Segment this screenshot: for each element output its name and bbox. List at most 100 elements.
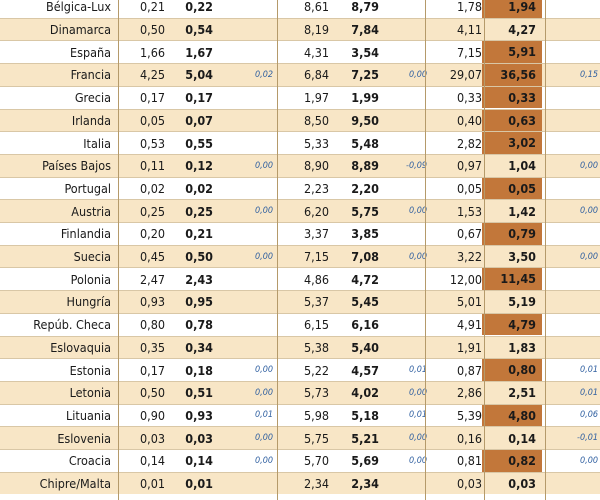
value-cell: 1,53	[456, 203, 482, 219]
value-cell: 12,00	[449, 271, 482, 287]
change-cell: 0,01	[408, 410, 427, 421]
value-cell-bold: 5,19	[508, 294, 536, 310]
change-cell: 0,00	[408, 251, 427, 262]
value-cell-bold: 7,25	[351, 67, 379, 83]
change-cell: 0,01	[579, 365, 598, 376]
change-cell: 0,00	[579, 160, 598, 171]
value-cell: 0,97	[456, 158, 482, 174]
value-cell-bold: 7,08	[351, 249, 379, 265]
country-cell: Letonia	[69, 385, 111, 401]
value-cell: 0,67	[456, 226, 482, 242]
country-cell: Italia	[83, 135, 111, 151]
value-cell-bold: 0,14	[508, 430, 536, 446]
value-cell-bold: 7,84	[351, 22, 379, 38]
change-cell: 0,00	[579, 206, 598, 217]
change-cell: 0,00	[408, 387, 427, 398]
value-cell-bold: 0,34	[185, 339, 213, 355]
value-cell: 2,23	[303, 180, 329, 196]
column-divider	[425, 0, 426, 500]
country-cell: Bélgica-Lux	[46, 0, 111, 15]
value-cell: 2,86	[456, 385, 482, 401]
value-cell-bold: 2,43	[185, 271, 213, 287]
value-cell-bold: 0,95	[185, 294, 213, 310]
value-cell: 0,40	[456, 112, 482, 128]
value-cell-bold: 0,05	[482, 177, 542, 200]
value-cell: 4,31	[303, 44, 329, 60]
value-cell-bold: 5,48	[351, 135, 379, 151]
value-cell: 6,20	[303, 203, 329, 219]
country-cell: Finlandia	[60, 226, 111, 242]
value-cell: 0,35	[139, 339, 165, 355]
value-cell: 0,25	[139, 203, 165, 219]
value-cell-bold: 0,14	[185, 453, 213, 469]
country-cell: Grecia	[74, 90, 111, 106]
country-cell: Repúb. Checa	[33, 317, 111, 333]
value-cell: 8,50	[303, 112, 329, 128]
value-cell: 4,86	[303, 271, 329, 287]
country-cell: Hungría	[66, 294, 112, 310]
value-cell: 0,80	[139, 317, 165, 333]
value-cell: 1,91	[456, 339, 482, 355]
value-cell: 5,37	[303, 294, 329, 310]
value-cell-bold: 0,22	[185, 0, 213, 15]
table-row: Francia 4,25 5,04 0,02 6,84 7,25 0,00 29,07 36,5…	[0, 63, 600, 86]
value-cell-bold: 0,07	[185, 112, 213, 128]
value-cell: 1,97	[303, 90, 329, 106]
value-cell-bold: 1,99	[351, 90, 379, 106]
column-divider	[484, 0, 485, 500]
value-cell-bold: 0,18	[185, 362, 213, 378]
value-cell-bold: 0,78	[185, 317, 213, 333]
change-cell: 0,00	[579, 251, 598, 262]
change-cell: 0,00	[408, 455, 427, 466]
value-cell-bold: 0,21	[185, 226, 213, 242]
value-cell-bold: 5,75	[351, 203, 379, 219]
table-row: Bélgica-Lux 0,21 0,22 8,61 8,79 1,78 1,94	[0, 0, 600, 18]
value-cell: 5,39	[456, 407, 482, 423]
value-cell-bold: 0,17	[185, 90, 213, 106]
value-cell: 8,61	[303, 0, 329, 15]
table-row: Letonia 0,50 0,51 0,00 5,73 4,02 0,00 2,86 2,51 0…	[0, 380, 600, 404]
value-cell: 0,05	[456, 180, 482, 196]
value-cell-bold: 0,25	[185, 203, 213, 219]
table-row: Repúb. Checa 0,80 0,78 6,15 6,16 4,91 4,79	[0, 312, 600, 336]
value-cell: 0,01	[139, 476, 165, 492]
value-cell-bold: 2,34	[351, 476, 379, 492]
table-row: Chipre/Malta 0,01 0,01 2,34 2,34 0,03 0,03	[0, 471, 600, 495]
value-cell-bold: 0,12	[185, 158, 213, 174]
value-cell-bold: 5,04	[185, 67, 213, 83]
value-cell: 4,91	[456, 317, 482, 333]
value-cell: 0,16	[456, 430, 482, 446]
change-cell: 0,00	[408, 69, 427, 80]
value-cell-bold: 4,57	[351, 362, 379, 378]
value-cell: 0,50	[139, 22, 165, 38]
value-cell: 7,15	[456, 44, 482, 60]
value-cell-bold: 0,93	[185, 407, 213, 423]
value-cell: 4,25	[139, 67, 165, 83]
value-cell-bold: 0,63	[482, 109, 542, 132]
value-cell: 0,33	[456, 90, 482, 106]
value-cell: 6,15	[303, 317, 329, 333]
value-cell-bold: 11,45	[482, 268, 542, 291]
value-cell: 5,38	[303, 339, 329, 355]
value-cell-bold: 4,27	[508, 22, 536, 38]
value-cell-bold: 5,45	[351, 294, 379, 310]
table-row: Irlanda 0,05 0,07 8,50 9,50 0,40 0,63	[0, 108, 600, 132]
country-cell: Países Bajos	[42, 158, 111, 174]
value-cell: 5,73	[303, 385, 329, 401]
table-row: Países Bajos 0,11 0,12 0,00 8,90 8,89 -0,09 0,9…	[0, 153, 600, 177]
value-cell: 0,81	[456, 453, 482, 469]
table-row: Portugal 0,02 0,02 2,23 2,20 0,05 0,05	[0, 176, 600, 200]
value-cell: 0,53	[139, 135, 165, 151]
value-cell-bold: 1,42	[508, 203, 536, 219]
value-cell: 0,02	[139, 180, 165, 196]
country-cell: Suecia	[73, 249, 111, 265]
value-cell-bold: 0,33	[482, 86, 542, 109]
value-cell-bold: 0,02	[185, 180, 213, 196]
value-cell-bold: 0,79	[482, 223, 542, 245]
country-cell: Eslovaquia	[50, 339, 111, 355]
value-cell-bold: 5,69	[351, 453, 379, 469]
value-cell-bold: 0,80	[482, 359, 542, 381]
value-cell-bold: 4,72	[351, 271, 379, 287]
value-cell: 0,45	[139, 249, 165, 265]
value-cell-bold: 3,85	[351, 226, 379, 242]
